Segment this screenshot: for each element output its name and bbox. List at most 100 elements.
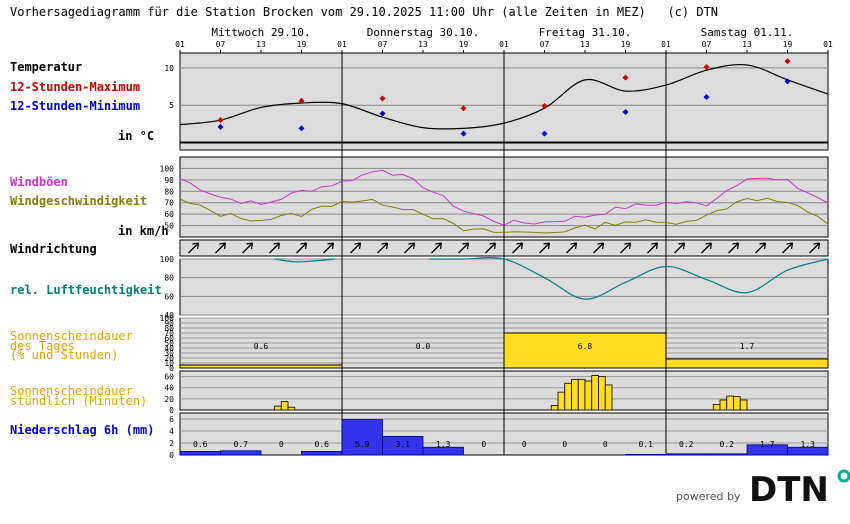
precip-bar: [665, 453, 707, 456]
hour-tick-label: 07: [702, 40, 712, 49]
y-tick-prec: 2: [169, 439, 174, 448]
day-label: Samstag 01.11.: [701, 26, 794, 39]
precip-label: 0: [562, 440, 567, 449]
precip-label: 5.9: [355, 440, 370, 449]
hour-tick-label: 07: [216, 40, 226, 49]
sun-daily-bar: [503, 332, 667, 369]
label-tmin: 12-Stunden-Minimum: [10, 99, 141, 113]
wind-arrow: [701, 242, 713, 254]
precip-label: 0: [522, 440, 527, 449]
precip-bar: [787, 446, 829, 456]
day-label: Mittwoch 29.10.: [211, 26, 310, 39]
humidity-line: [274, 258, 336, 263]
wind-arrow: [323, 242, 335, 254]
sun-daily-label: 1.7: [740, 342, 755, 351]
precip-bar: [382, 435, 424, 456]
sun-daily-bar: [179, 364, 343, 369]
wind-arrow: [755, 242, 767, 254]
sun-daily-label: 6.8: [578, 342, 593, 351]
tmax-marker: [379, 95, 386, 102]
y-tick-sund: 50: [164, 339, 174, 348]
hour-tick-label: 07: [540, 40, 550, 49]
y-tick-sunh: 40: [164, 384, 174, 393]
sun-hourly-bar: [287, 406, 296, 411]
precip-label: 0.6: [315, 440, 330, 449]
y-tick-wind: 50: [164, 222, 174, 231]
sun-hourly-bar: [591, 375, 599, 411]
y-tick-temp: 10: [164, 64, 174, 73]
hour-tick-label: 13: [742, 40, 752, 49]
precip-label: 0: [279, 440, 284, 449]
label-wind-dir: Windrichtung: [10, 242, 97, 256]
wind-arrow: [377, 242, 389, 254]
tmin-marker: [622, 108, 629, 115]
label-sun-daily-2: des Tages: [10, 339, 76, 353]
wind-arrow: [404, 242, 416, 254]
precip-label: 0.7: [234, 440, 249, 449]
hour-tick-label: 01: [175, 40, 185, 49]
sun-hourly-bar: [571, 378, 579, 411]
hour-tick-label: 07: [378, 40, 388, 49]
y-tick-prec: 6: [169, 415, 174, 424]
precip-label: 0.2: [679, 440, 694, 449]
wind-arrow: [512, 242, 524, 254]
sun-hourly-bar: [712, 404, 721, 411]
tmax-marker: [217, 117, 224, 124]
day-label: Freitag 31.10.: [539, 26, 632, 39]
precip-bar: [341, 419, 383, 456]
y-tick-hum: 40: [164, 311, 174, 320]
y-tick-sund: 60: [164, 334, 174, 343]
y-tick-hum: 100: [160, 255, 175, 264]
y-tick-wind: 80: [164, 187, 174, 196]
tmax-marker: [541, 102, 548, 109]
sun-hourly-bar: [557, 391, 566, 411]
wind-arrow: [485, 242, 497, 254]
label-sun-daily-3: (% und Stunden): [10, 348, 119, 362]
tmin-marker: [217, 123, 224, 130]
tmax-marker: [784, 58, 791, 65]
humidity-line: [429, 257, 829, 300]
y-tick-sund: 0: [169, 364, 174, 373]
wind-speed-line: [179, 197, 829, 234]
tmax-marker: [703, 64, 710, 71]
precip-label: 1.3: [436, 440, 451, 449]
label-wind-unit: in km/h: [118, 224, 169, 238]
y-tick-temp: 5: [169, 101, 174, 110]
label-sun-hourly-1: Sonnenscheindauer: [10, 384, 133, 398]
precip-bar: [220, 450, 262, 456]
y-tick-hum: 60: [164, 292, 174, 301]
copyright: (c) DTN: [667, 5, 719, 19]
y-tick-sund: 90: [164, 319, 174, 328]
label-sun-hourly-2: stündlich (Minuten): [10, 394, 148, 408]
svg-text:DTN: DTN: [749, 470, 829, 510]
temperature-line: [179, 63, 829, 130]
y-tick-wind: 70: [164, 199, 174, 208]
y-tick-sund: 40: [164, 344, 174, 353]
wind-arrow: [809, 242, 821, 254]
sun-daily-bar: [665, 358, 829, 369]
dtn-logo: DTN: [749, 469, 850, 510]
sun-daily-label: 0.6: [254, 342, 269, 351]
precip-label: 0.6: [193, 440, 208, 449]
sun-hourly-bar: [274, 405, 282, 411]
precip-bar: [422, 446, 464, 456]
precip-bar: [301, 450, 343, 456]
y-tick-sunh: 20: [164, 395, 174, 404]
precip-label: 1.7: [760, 440, 775, 449]
wind-arrow: [539, 242, 551, 254]
label-wind-speed: Windgeschwindigkeit: [10, 194, 148, 208]
sun-hourly-bar: [733, 396, 741, 411]
wind-arrow: [242, 242, 254, 254]
y-tick-wind: 100: [160, 164, 175, 173]
tmax-marker: [298, 97, 305, 104]
y-tick-sunh: 60: [164, 373, 174, 382]
hour-tick-label: 01: [823, 40, 833, 49]
tmin-marker: [541, 130, 548, 137]
sun-hourly-bar: [280, 401, 289, 411]
tmin-marker: [460, 130, 467, 137]
sun-daily-label: 0.0: [416, 342, 431, 351]
tmin-marker: [784, 78, 791, 85]
chart-title: Vorhersagediagramm für die Station Brock…: [10, 5, 646, 19]
label-temp-unit: in °C: [118, 129, 155, 143]
y-tick-sund: 80: [164, 324, 174, 333]
